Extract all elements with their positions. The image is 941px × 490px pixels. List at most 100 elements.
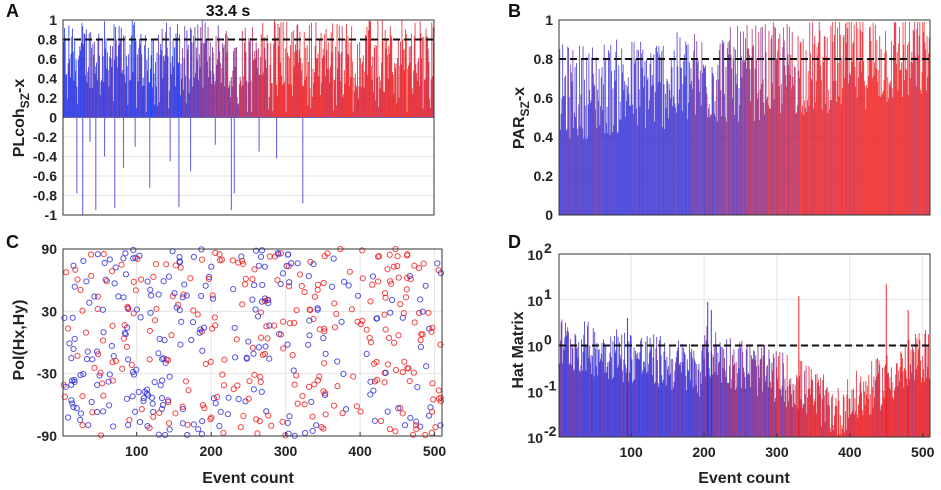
marker-red [320,388,327,395]
marker-red [395,274,402,281]
marker-red [271,253,278,260]
marker-red [403,286,410,293]
marker-blue [373,315,381,322]
marker-red [82,329,90,336]
marker-blue [330,255,337,262]
marker-red [359,317,366,324]
marker-blue [149,400,156,407]
marker-blue [100,329,107,336]
marker-red [121,322,128,329]
ytick-label: 30 [41,303,57,319]
marker-red [268,422,275,429]
marker-blue [110,423,117,430]
marker-blue [129,393,136,400]
marker-blue [94,381,101,389]
marker-blue [414,383,421,391]
marker-blue [274,249,281,257]
marker-red [381,379,388,386]
ytick-label: 0 [49,110,57,126]
marker-blue [106,371,113,378]
marker-red [320,279,327,287]
marker-blue [65,414,72,421]
marker-blue [250,386,257,393]
marker-blue [235,395,242,403]
marker-red [246,378,253,385]
marker-red [239,258,246,265]
marker-red [146,356,153,363]
marker-blue [105,378,112,385]
marker-red [242,275,249,282]
marker-red [310,315,317,323]
marker-red [430,396,437,403]
ytick-label: -0.6 [33,168,57,184]
marker-red [109,377,116,384]
marker-blue [120,255,127,262]
marker-red [219,371,226,378]
marker-red [97,432,105,439]
marker-red [298,282,305,290]
marker-red [99,380,106,387]
marker-blue [155,431,162,438]
ytick-exponent: -1 [544,377,557,393]
ytick-label: 0.8 [534,51,554,67]
marker-blue [425,412,433,419]
marker-red [240,412,247,420]
panel-a-ylabel: PLcohSZ-x [11,79,32,158]
marker-blue [171,290,178,297]
marker-red [417,337,424,344]
marker-red [253,416,260,423]
marker-red [386,251,393,258]
xtick-label: 400 [348,443,372,459]
marker-blue [179,420,186,427]
panel-a-title: 33.4 s [206,3,251,20]
marker-red [392,366,400,374]
marker-blue [121,329,128,337]
marker-red [97,369,104,376]
marker-blue [255,262,262,269]
panel-a-yticks: -1 -0.8 -0.6 -0.4 -0.2 0 0.2 0.4 0.6 0.8 1 [33,12,57,223]
marker-blue [130,246,137,254]
marker-blue [158,394,166,402]
marker-blue [160,278,167,285]
marker-blue [308,398,315,406]
marker-red [366,334,373,342]
marker-red [220,429,227,436]
marker-red [404,252,411,259]
marker-red [128,361,135,369]
ytick-label: 0.8 [38,32,58,48]
marker-red [411,262,418,269]
xtick-label: 300 [765,444,789,460]
ytick-label: 1 [49,12,57,28]
marker-blue [367,378,374,385]
marker-blue [108,342,115,350]
marker-red [289,352,296,359]
marker-blue [135,388,142,396]
marker-red [88,272,95,279]
marker-blue [279,270,286,277]
marker-blue [89,356,96,363]
marker-red [285,283,293,290]
marker-blue [305,341,312,348]
marker-red [392,428,399,435]
marker-red [77,286,84,294]
marker-blue [283,262,290,270]
marker-blue [345,282,352,289]
marker-blue [422,282,429,289]
marker-blue [131,408,139,415]
marker-red [400,310,407,317]
marker-blue [80,257,87,265]
panel-c-markers [60,245,445,439]
marker-blue [231,324,238,332]
marker-blue [156,335,163,342]
marker-red [363,326,370,333]
marker-blue [106,256,113,263]
panel-b-bars [558,21,931,215]
ytick-label: 0.4 [534,129,554,145]
marker-red [209,292,216,299]
marker-blue [123,395,131,402]
marker-red [359,247,366,254]
marker-red [208,414,215,421]
ytick-label: 90 [41,241,57,257]
marker-blue [66,340,73,347]
